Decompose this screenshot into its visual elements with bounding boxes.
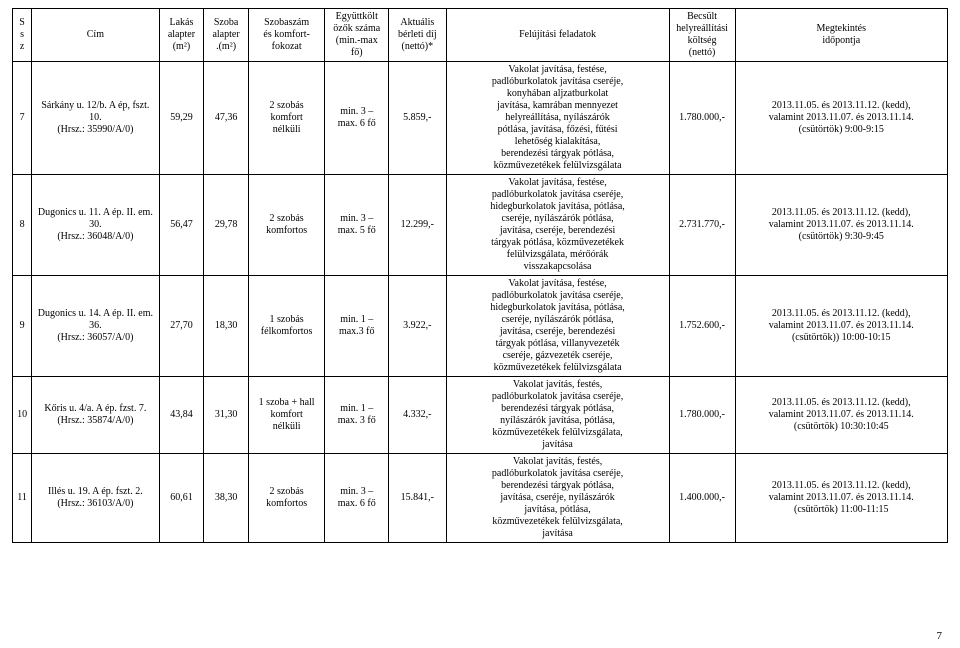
- cell-lak: 56,47: [159, 175, 204, 276]
- col-lak: Lakásalapter(m²): [159, 9, 204, 62]
- cell-fel: Vakolat javítás, festés,padlóburkolatok …: [446, 454, 669, 543]
- cell-dij: 12.299,-: [389, 175, 446, 276]
- cell-kolt: 1.752.600,-: [669, 276, 735, 377]
- cell-ido: 2013.11.05. és 2013.11.12. (kedd),valami…: [735, 377, 948, 454]
- cell-ozo: min. 3 –max. 6 fő: [325, 454, 389, 543]
- cell-szsz: 1 szobásfélkomfortos: [248, 276, 325, 377]
- cell-dij: 4.332,-: [389, 377, 446, 454]
- cell-ido: 2013.11.05. és 2013.11.12. (kedd),valami…: [735, 62, 948, 175]
- cell-ozo: min. 3 –max. 6 fő: [325, 62, 389, 175]
- table-row: 11 Illés u. 19. A ép. fszt. 2.(Hrsz.: 36…: [13, 454, 948, 543]
- col-dij: Aktuálisbérleti díj(nettó)*: [389, 9, 446, 62]
- cell-cim: Dugonics u. 14. A ép. II. em.36.(Hrsz.: …: [32, 276, 160, 377]
- cell-lak: 43,84: [159, 377, 204, 454]
- table-row: 9 Dugonics u. 14. A ép. II. em.36.(Hrsz.…: [13, 276, 948, 377]
- cell-dij: 15.841,-: [389, 454, 446, 543]
- cell-fel: Vakolat javítás, festés,padlóburkolatok …: [446, 377, 669, 454]
- page: Ssz Cím Lakásalapter(m²) Szobaalapter.(m…: [0, 0, 960, 648]
- cell-szsz: 2 szobáskomfortos: [248, 175, 325, 276]
- cell-ozo: min. 1 –max.3 fő: [325, 276, 389, 377]
- cell-ssz: 11: [13, 454, 32, 543]
- cell-fel: Vakolat javítása, festése,padlóburkolato…: [446, 62, 669, 175]
- cell-dij: 5.859,-: [389, 62, 446, 175]
- cell-lak: 60,61: [159, 454, 204, 543]
- cell-dij: 3.922,-: [389, 276, 446, 377]
- cell-kolt: 1.400.000,-: [669, 454, 735, 543]
- cell-lak: 59,29: [159, 62, 204, 175]
- col-kolt: Becsülthelyreállításiköltség(nettó): [669, 9, 735, 62]
- cell-szoba: 47,36: [204, 62, 249, 175]
- cell-lak: 27,70: [159, 276, 204, 377]
- cell-szsz: 1 szoba + hallkomfortnélküli: [248, 377, 325, 454]
- cell-cim: Sárkány u. 12/b. A ép, fszt.10.(Hrsz.: 3…: [32, 62, 160, 175]
- cell-ssz: 7: [13, 62, 32, 175]
- cell-fel: Vakolat javítása, festése,padlóburkolato…: [446, 276, 669, 377]
- listings-table: Ssz Cím Lakásalapter(m²) Szobaalapter.(m…: [12, 8, 948, 543]
- cell-szoba: 38,30: [204, 454, 249, 543]
- col-ssz: Ssz: [13, 9, 32, 62]
- page-number: 7: [937, 630, 943, 642]
- cell-ssz: 10: [13, 377, 32, 454]
- cell-ssz: 8: [13, 175, 32, 276]
- table-head: Ssz Cím Lakásalapter(m²) Szobaalapter.(m…: [13, 9, 948, 62]
- cell-szsz: 2 szobáskomfortnélküli: [248, 62, 325, 175]
- cell-szoba: 31,30: [204, 377, 249, 454]
- table-body: 7 Sárkány u. 12/b. A ép, fszt.10.(Hrsz.:…: [13, 62, 948, 543]
- cell-kolt: 2.731.770,-: [669, 175, 735, 276]
- col-ozo: Együttköltözők száma(min.-maxfő): [325, 9, 389, 62]
- col-fel: Felújítási feladatok: [446, 9, 669, 62]
- cell-cim: Dugonics u. 11. A ép. II. em.30.(Hrsz.: …: [32, 175, 160, 276]
- cell-ozo: min. 1 –max. 3 fő: [325, 377, 389, 454]
- col-szoba: Szobaalapter.(m²): [204, 9, 249, 62]
- cell-ido: 2013.11.05. és 2013.11.12. (kedd),valami…: [735, 276, 948, 377]
- cell-ido: 2013.11.05. és 2013.11.12. (kedd),valami…: [735, 175, 948, 276]
- cell-fel: Vakolat javítása, festése,padlóburkolato…: [446, 175, 669, 276]
- cell-cim: Kőris u. 4/a. A ép. fzst. 7.(Hrsz.: 3587…: [32, 377, 160, 454]
- table-row: 8 Dugonics u. 11. A ép. II. em.30.(Hrsz.…: [13, 175, 948, 276]
- table-row: 7 Sárkány u. 12/b. A ép, fszt.10.(Hrsz.:…: [13, 62, 948, 175]
- table-row: 10 Kőris u. 4/a. A ép. fzst. 7.(Hrsz.: 3…: [13, 377, 948, 454]
- cell-kolt: 1.780.000,-: [669, 377, 735, 454]
- cell-cim: Illés u. 19. A ép. fszt. 2.(Hrsz.: 36103…: [32, 454, 160, 543]
- cell-ido: 2013.11.05. és 2013.11.12. (kedd),valami…: [735, 454, 948, 543]
- cell-ssz: 9: [13, 276, 32, 377]
- cell-kolt: 1.780.000,-: [669, 62, 735, 175]
- cell-ozo: min. 3 –max. 5 fő: [325, 175, 389, 276]
- col-ido: Megtekintésidőpontja: [735, 9, 948, 62]
- cell-szoba: 18,30: [204, 276, 249, 377]
- col-szsz: Szobaszámés komfort-fokozat: [248, 9, 325, 62]
- col-cim: Cím: [32, 9, 160, 62]
- cell-szsz: 2 szobáskomfortos: [248, 454, 325, 543]
- cell-szoba: 29,78: [204, 175, 249, 276]
